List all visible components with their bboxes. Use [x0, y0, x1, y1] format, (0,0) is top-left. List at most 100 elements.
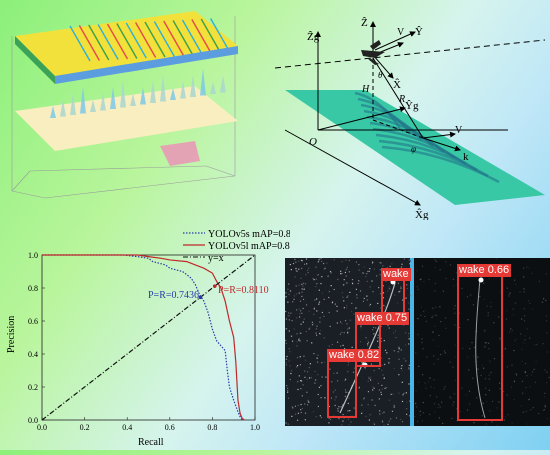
sar-speckle [435, 291, 436, 292]
sar-speckle [529, 337, 530, 338]
sar-speckle [316, 298, 317, 299]
sar-speckle [409, 338, 410, 339]
sar-speckle [334, 289, 335, 290]
sar-speckle [286, 364, 287, 365]
sar-speckle [383, 374, 384, 375]
theta-label: θ [378, 70, 383, 80]
sar-speckle [316, 328, 317, 329]
sar-speckle [384, 364, 385, 365]
sar-speckle [317, 358, 318, 359]
sar-speckle [345, 260, 346, 261]
sar-speckle [452, 404, 453, 405]
sar-speckle [296, 293, 297, 294]
sar-speckle [420, 415, 421, 416]
sar-speckle [309, 311, 310, 312]
sar-speckle [295, 262, 296, 263]
sar-speckle [346, 307, 347, 308]
sar-speckle [401, 368, 402, 369]
sar-speckle [314, 382, 315, 383]
sar-speckle [534, 344, 535, 345]
sar-speckle [396, 417, 397, 418]
sar-speckle [453, 402, 454, 403]
sar-speckle [428, 381, 429, 382]
sar-speckle [526, 375, 527, 376]
sar-speckle [324, 269, 325, 270]
sar-speckle [349, 260, 350, 261]
sar-speckle [389, 421, 390, 422]
sar-speckle [544, 405, 545, 406]
sar-speckle [295, 276, 296, 277]
sar-speckle [362, 272, 363, 273]
sar-speckle [342, 292, 343, 293]
sar-speckle [360, 290, 361, 291]
sar-noise-layer [285, 258, 550, 426]
sar-speckle [434, 387, 435, 388]
y-tick-label: 0.0 [28, 416, 38, 425]
sar-speckle [435, 267, 436, 268]
sar-speckle [305, 274, 306, 275]
sar-speckle [324, 299, 325, 300]
sar-speckle [546, 371, 547, 372]
sar-speckle [513, 399, 514, 400]
sar-speckle [369, 419, 370, 420]
sar-speckle [303, 308, 304, 309]
sar-speckle [286, 359, 287, 360]
sar-speckle [415, 403, 416, 404]
sar-speckle [370, 414, 371, 415]
sar-speckle [347, 297, 348, 298]
sar-speckle [524, 308, 525, 309]
sar-speckle [285, 422, 286, 423]
sar-speckle [536, 361, 537, 362]
sar-speckle [320, 283, 321, 284]
sar-speckle [454, 313, 455, 314]
sar-speckle [515, 284, 516, 285]
sar-speckle [304, 264, 305, 265]
sar-speckle [512, 330, 513, 331]
geometry-svg: Ẑg Ẑ Ŷ X̂ V Ŷg X̂g O k V R H θ φ [275, 10, 550, 220]
sar-speckle [505, 416, 506, 417]
bottom-wake-surface [15, 86, 238, 151]
sar-speckle [422, 342, 423, 343]
sar-speckle [286, 343, 287, 344]
sar-speckle [341, 323, 342, 324]
sar-speckle [384, 378, 385, 379]
sar-speckle [300, 380, 301, 381]
sar-speckle [331, 272, 332, 273]
sar-speckle [545, 300, 546, 301]
sar-speckle [285, 292, 286, 293]
sar-speckle [405, 332, 406, 333]
r-label: R [398, 94, 405, 105]
sar-speckle [394, 407, 395, 408]
sar-speckle [317, 355, 318, 356]
sar-speckle [506, 319, 507, 320]
sar-speckle [363, 399, 364, 400]
sar-speckle [348, 419, 349, 420]
detection-label-1: wake [381, 268, 411, 281]
sar-speckle [508, 414, 509, 415]
sar-speckle [539, 281, 540, 282]
sar-speckle [409, 260, 410, 261]
sar-speckle [290, 313, 291, 314]
legend-yolov5s: YOLOv5s mAP=0.801 [208, 229, 290, 240]
annotation-yolov5s: P=R=0.7436 [148, 290, 199, 301]
sar-speckle [446, 278, 447, 279]
sar-speckle [307, 340, 308, 341]
sar-speckle [510, 328, 511, 329]
sar-speckle [420, 411, 421, 412]
sar-speckle [340, 271, 341, 272]
sar-speckle [429, 279, 430, 280]
sar-speckle [544, 409, 545, 410]
sar-speckle [521, 349, 522, 350]
sar-speckle [543, 410, 544, 411]
sar-speckle [529, 268, 530, 269]
sar-speckle [394, 368, 395, 369]
sar-speckle [321, 362, 322, 363]
sar-speckle [370, 304, 371, 305]
sar-speckle [318, 274, 319, 275]
sar-speckle [442, 423, 443, 424]
sar-speckle [437, 407, 438, 408]
sar-speckle [314, 309, 315, 310]
sar-speckle [296, 345, 297, 346]
v-bottom-label: V [455, 125, 463, 136]
sar-speckle [329, 291, 330, 292]
